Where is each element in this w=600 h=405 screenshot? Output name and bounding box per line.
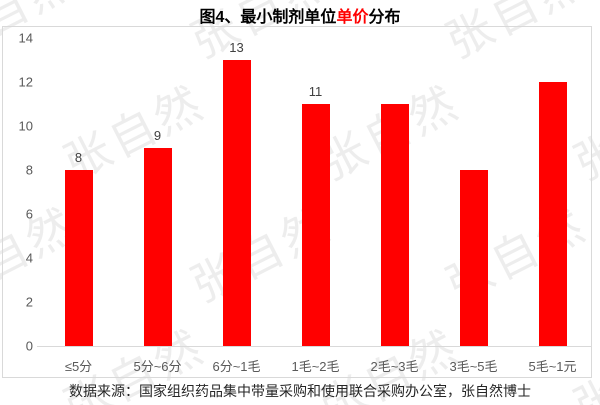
bar-value-label: 9 xyxy=(153,128,162,143)
x-axis-category-label: 5分~6分 xyxy=(133,359,182,374)
chart-title-text: 图4、最小制剂单位 xyxy=(199,9,337,26)
y-axis-tick-label: 14 xyxy=(18,30,33,46)
x-axis-category-label: 2毛~3毛 xyxy=(370,359,419,374)
data-source-note: 数据来源：国家组织药品集中带量采购和使用联合采购办公室，张自然博士 xyxy=(69,385,531,400)
y-axis-tick-label: 12 xyxy=(18,74,33,90)
bar xyxy=(302,104,330,346)
bar xyxy=(381,104,409,346)
bar xyxy=(223,60,251,346)
bar xyxy=(144,148,172,346)
bar xyxy=(460,170,488,346)
x-axis-category-label: 3毛~5毛 xyxy=(449,359,498,374)
chart-title-highlight: 单价 xyxy=(336,9,369,26)
bar-value-label: 8 xyxy=(74,150,83,165)
plot-frame: 0 2 4 6 8 10 12 14 8 ≤5分 9 5分~6分 13 6分~1毛 11 1毛~2毛 2毛~3毛… xyxy=(2,26,592,378)
y-axis-tick-label: 4 xyxy=(25,250,33,266)
bar-value-label: 11 xyxy=(308,84,323,99)
bar xyxy=(539,82,567,346)
y-axis-tick-label: 8 xyxy=(25,162,33,178)
bar-value-label: 13 xyxy=(229,40,244,55)
chart-title: 图4、最小制剂单位单价分布 xyxy=(0,3,600,27)
y-axis-tick-label: 6 xyxy=(25,206,33,222)
y-axis-tick-label: 2 xyxy=(25,294,33,310)
y-axis-tick-label: 10 xyxy=(18,118,33,134)
x-axis-category-label: 5毛~1元 xyxy=(528,359,577,374)
x-axis-line xyxy=(37,346,592,347)
x-axis-category-label: 1毛~2毛 xyxy=(291,359,340,374)
chart-title-text: 分布 xyxy=(368,9,401,26)
x-axis-category-label: 6分~1毛 xyxy=(212,359,261,374)
x-axis-category-label: ≤5分 xyxy=(64,359,93,374)
y-axis-tick-label: 0 xyxy=(25,338,33,354)
bar xyxy=(65,170,93,346)
